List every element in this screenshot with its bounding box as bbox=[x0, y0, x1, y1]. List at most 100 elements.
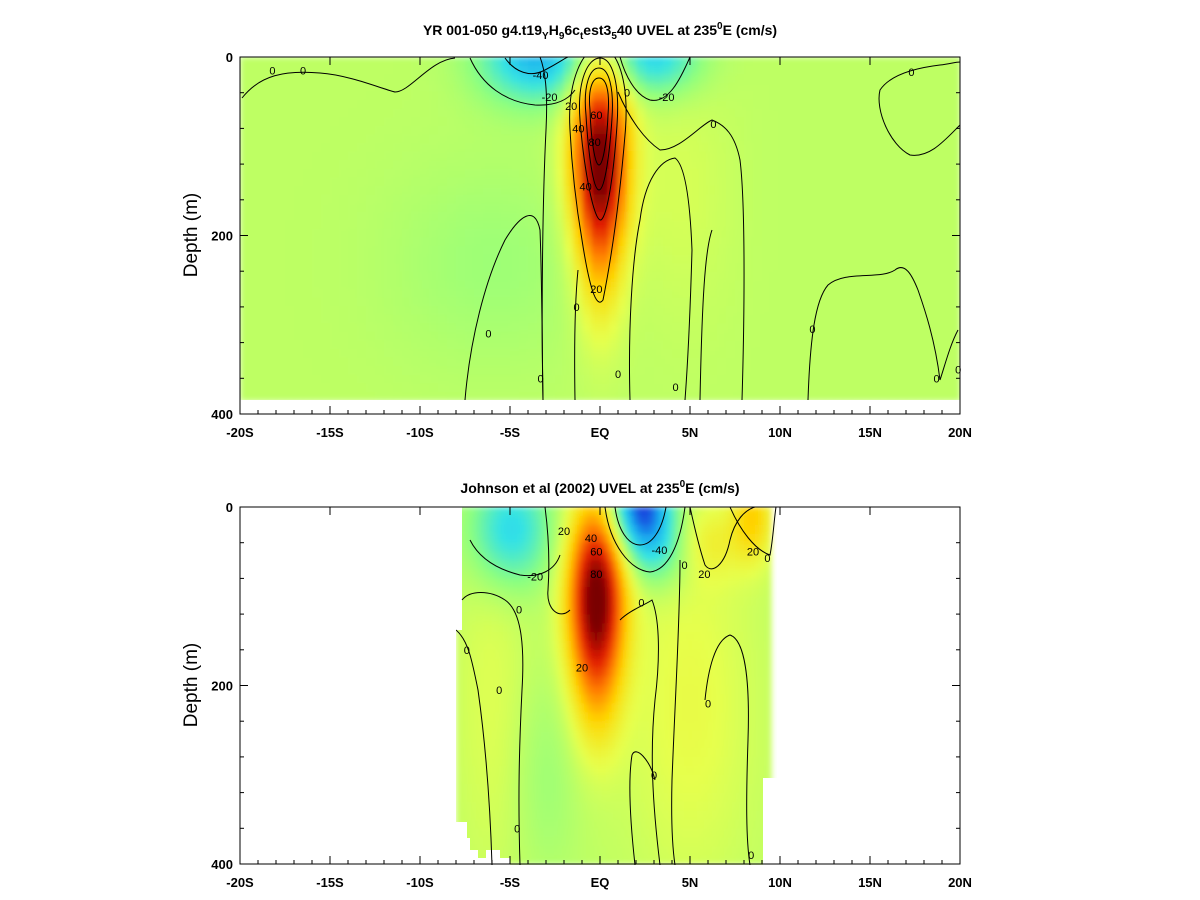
top-field-cell bbox=[771, 108, 781, 118]
bottom-field-cell bbox=[511, 730, 516, 740]
bottom-field-cell bbox=[593, 846, 599, 856]
top-field-cell bbox=[357, 142, 367, 153]
bottom-field-cell bbox=[515, 694, 520, 704]
top-field-cell bbox=[852, 65, 862, 75]
bottom-field-cell bbox=[542, 596, 548, 606]
bottom-field-cell bbox=[511, 837, 516, 847]
top-field-cell bbox=[600, 168, 610, 178]
bottom-field-cell bbox=[515, 685, 520, 696]
top-field-cell bbox=[249, 125, 259, 135]
bottom-field-cell bbox=[550, 819, 556, 829]
top-field-cell bbox=[798, 280, 808, 290]
top-field-cell bbox=[924, 82, 934, 92]
top-field-cell bbox=[573, 374, 583, 385]
top-field-cell bbox=[330, 151, 340, 161]
top-field-cell bbox=[573, 220, 583, 230]
bottom-field-cell bbox=[499, 765, 504, 776]
bottom-field-cell bbox=[566, 756, 571, 767]
top-field-cell bbox=[510, 194, 520, 204]
top-field-cell bbox=[555, 366, 565, 376]
bottom-field-cell bbox=[582, 605, 587, 615]
bottom-field-cell bbox=[471, 507, 477, 517]
top-field-cell bbox=[591, 142, 601, 153]
top-field-cell bbox=[897, 74, 907, 84]
top-field-cell bbox=[384, 203, 394, 213]
bottom-field-cell bbox=[538, 578, 544, 588]
top-field-cell bbox=[321, 228, 331, 238]
top-field-cell bbox=[933, 237, 943, 247]
bottom-field-cell bbox=[550, 542, 556, 553]
top-field-cell bbox=[456, 194, 466, 204]
top-field-cell bbox=[501, 203, 511, 213]
bottom-field-cell bbox=[605, 596, 611, 606]
bottom-field-cell bbox=[471, 703, 477, 713]
bottom-field-cell bbox=[605, 810, 611, 820]
top-field-cell bbox=[717, 142, 727, 153]
top-field-cell bbox=[717, 306, 727, 316]
top-field-cell bbox=[906, 271, 916, 281]
top-panel: YR 001-050 g4.t19YH96ctest3540 UVEL at 2… bbox=[181, 21, 972, 440]
bottom-field-cell bbox=[503, 846, 508, 856]
bottom-field-cell bbox=[526, 721, 532, 731]
top-field-cell bbox=[411, 374, 421, 385]
top-field-cell bbox=[933, 288, 943, 299]
top-field-cell bbox=[744, 57, 754, 67]
bottom-field-cell bbox=[530, 623, 536, 633]
bottom-field-cell bbox=[613, 640, 619, 651]
bottom-field-cell bbox=[589, 801, 595, 812]
top-field-cell bbox=[339, 349, 349, 359]
bottom-field-cell bbox=[578, 507, 583, 517]
top-field-cell bbox=[339, 74, 349, 84]
top-field-cell bbox=[519, 366, 529, 376]
top-field-cell bbox=[717, 357, 727, 367]
top-contour-neg40 bbox=[504, 57, 569, 74]
top-field-cell bbox=[519, 211, 529, 221]
bottom-field-cell bbox=[515, 828, 520, 838]
bottom-field-cell bbox=[507, 676, 512, 687]
top-field-cell bbox=[492, 65, 502, 75]
top-field-cell bbox=[798, 91, 808, 101]
bottom-field-cell bbox=[495, 631, 500, 642]
top-field-cell bbox=[861, 82, 871, 92]
bottom-field-cell bbox=[519, 747, 524, 758]
top-field-cell bbox=[276, 331, 286, 342]
bottom-field-cell bbox=[574, 542, 579, 553]
bottom-field-cell bbox=[613, 676, 619, 687]
top-field-cell bbox=[798, 254, 808, 264]
bottom-field-cell bbox=[515, 739, 520, 749]
top-field-cell bbox=[357, 228, 367, 238]
top-field-cell bbox=[735, 366, 745, 376]
top-field-cell bbox=[510, 383, 520, 393]
bottom-field-cell bbox=[515, 578, 520, 588]
top-field-cell bbox=[951, 237, 960, 247]
top-field-cell bbox=[825, 254, 835, 264]
top-field-cell bbox=[924, 194, 934, 204]
top-field-cell bbox=[861, 245, 871, 256]
top-field-cell bbox=[789, 203, 799, 213]
bottom-field-cell bbox=[570, 533, 575, 544]
top-field-cell bbox=[663, 74, 673, 84]
top-field-cell bbox=[789, 271, 799, 281]
bottom-field-cell bbox=[605, 774, 611, 785]
top-field-cell bbox=[735, 185, 745, 196]
top-field-cell bbox=[240, 220, 250, 230]
top-field-cell bbox=[897, 245, 907, 256]
top-field-cell bbox=[573, 297, 583, 307]
bottom-field-cell bbox=[503, 640, 508, 651]
bottom-field-cell bbox=[574, 685, 579, 696]
top-field-cell bbox=[681, 142, 691, 153]
top-field-cell bbox=[582, 74, 592, 84]
top-field-cell bbox=[735, 392, 745, 400]
top-field-cell bbox=[834, 271, 844, 281]
top-field-cell bbox=[879, 185, 889, 196]
top-field-cell bbox=[492, 99, 502, 110]
bottom-field-cell bbox=[530, 614, 536, 624]
top-field-cell bbox=[717, 194, 727, 204]
top-field-cell bbox=[384, 323, 394, 333]
bottom-field-cell bbox=[463, 524, 469, 535]
bottom-field-cell bbox=[593, 765, 599, 776]
top-field-cell bbox=[393, 99, 403, 110]
top-field-cell bbox=[591, 108, 601, 118]
top-field-cell bbox=[330, 263, 340, 273]
top-field-cell bbox=[420, 383, 430, 393]
